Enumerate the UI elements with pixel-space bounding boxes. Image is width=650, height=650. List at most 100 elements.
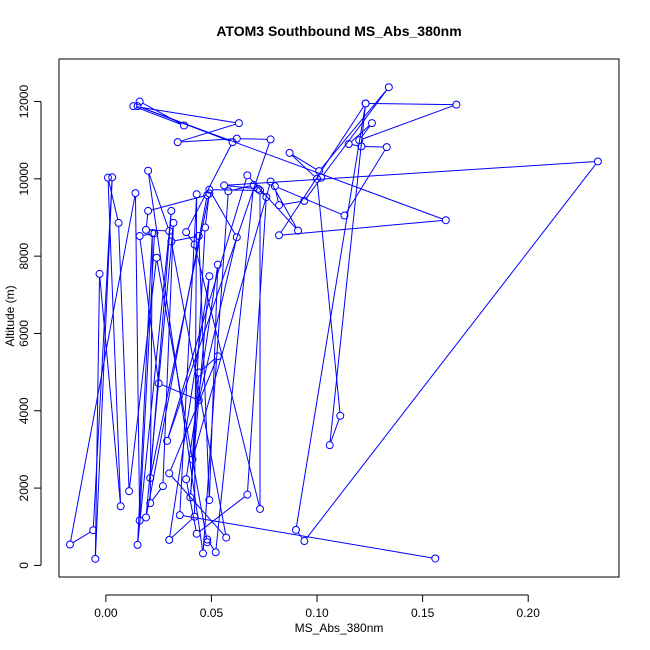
- series-segment: [136, 106, 236, 124]
- data-point: [452, 100, 461, 109]
- data-point: [95, 269, 104, 278]
- series-segment: [170, 359, 217, 471]
- data-point: [182, 475, 191, 484]
- series-segment: [330, 418, 340, 443]
- series-segment: [187, 234, 194, 242]
- y-tick-label: 6000: [17, 320, 31, 347]
- data-point: [125, 487, 134, 496]
- data-point: [165, 227, 174, 236]
- series-segment: [212, 189, 257, 191]
- data-point: [266, 135, 275, 144]
- data-point: [367, 119, 376, 128]
- data-point: [222, 533, 231, 542]
- data-point: [165, 535, 174, 544]
- plot-frame: [58, 58, 620, 578]
- data-point: [300, 196, 309, 205]
- data-point: [266, 177, 275, 186]
- series-segment: [143, 233, 152, 236]
- data-point: [325, 441, 334, 450]
- y-tick-label: 10000: [17, 162, 31, 196]
- data-point: [232, 233, 241, 242]
- data-point: [203, 191, 212, 200]
- series-segment: [186, 482, 197, 531]
- series-segment: [139, 236, 155, 518]
- data-point: [205, 272, 214, 281]
- data-point: [256, 186, 265, 195]
- data-point: [135, 97, 144, 106]
- series-segment: [352, 144, 359, 147]
- series-segment: [364, 145, 384, 148]
- series-segment: [215, 188, 254, 549]
- data-point: [285, 148, 294, 157]
- series-segment: [136, 106, 181, 125]
- series-segment: [129, 261, 157, 488]
- data-point: [141, 513, 150, 522]
- series-segment: [208, 542, 215, 550]
- series-segment: [227, 161, 595, 186]
- series-segment: [70, 196, 136, 542]
- x-tick-label: 0.00: [94, 606, 118, 620]
- data-point: [116, 502, 125, 511]
- series-segment: [227, 185, 255, 190]
- series-segment: [72, 531, 91, 544]
- data-point: [262, 193, 271, 202]
- series-segment: [145, 226, 174, 515]
- x-tick-label: 0.05: [200, 606, 224, 620]
- data-point: [211, 548, 220, 557]
- x-tick-label: 0.10: [305, 606, 329, 620]
- data-point: [165, 469, 174, 478]
- data-point: [205, 496, 214, 505]
- series-segment: [329, 106, 366, 442]
- series-segment: [179, 197, 197, 512]
- series-segment: [194, 197, 198, 514]
- data-point: [133, 102, 142, 111]
- series-segment: [107, 181, 122, 503]
- series-segment: [94, 277, 100, 556]
- data-point: [190, 512, 199, 521]
- data-point: [593, 157, 602, 166]
- series-segment: [369, 102, 453, 106]
- series-segment: [205, 196, 210, 225]
- data-point: [275, 231, 284, 240]
- series-segment: [183, 515, 432, 559]
- series-segment: [139, 239, 159, 380]
- series-segment: [171, 475, 225, 536]
- series-segment: [190, 279, 210, 494]
- x-axis-label: MS_Abs_380nm: [295, 621, 384, 635]
- y-tick-label: 0: [17, 562, 31, 569]
- series-segment: [282, 220, 443, 236]
- series-segment: [199, 240, 237, 398]
- series-segment: [345, 149, 386, 213]
- series-segment: [145, 214, 149, 227]
- data-point: [340, 211, 349, 220]
- series-segment: [208, 268, 219, 497]
- data-point: [114, 218, 123, 227]
- data-point: [213, 260, 222, 269]
- data-point: [243, 171, 252, 180]
- data-point: [163, 436, 172, 445]
- series-segment: [140, 106, 443, 220]
- chart-title: ATOM3 Southbound MS_Abs_380nm: [216, 23, 461, 39]
- data-point: [315, 167, 324, 176]
- data-point: [103, 173, 112, 182]
- data-point: [384, 83, 393, 92]
- data-point: [192, 190, 201, 199]
- data-point: [441, 216, 450, 225]
- data-point: [91, 554, 100, 563]
- data-point: [256, 504, 265, 513]
- series-segment: [360, 125, 371, 138]
- series-segment: [291, 154, 315, 177]
- series-segment: [316, 182, 341, 413]
- series-segment: [161, 384, 196, 400]
- data-point: [213, 352, 222, 361]
- y-tick-label: 12000: [17, 85, 31, 119]
- data-point: [175, 511, 184, 520]
- data-point: [141, 225, 150, 234]
- data-point: [135, 232, 144, 241]
- y-tick-label: 4000: [17, 397, 31, 424]
- series-segment: [151, 195, 204, 211]
- series-segment: [148, 173, 169, 228]
- data-point: [234, 119, 243, 128]
- series-segment: [202, 194, 229, 550]
